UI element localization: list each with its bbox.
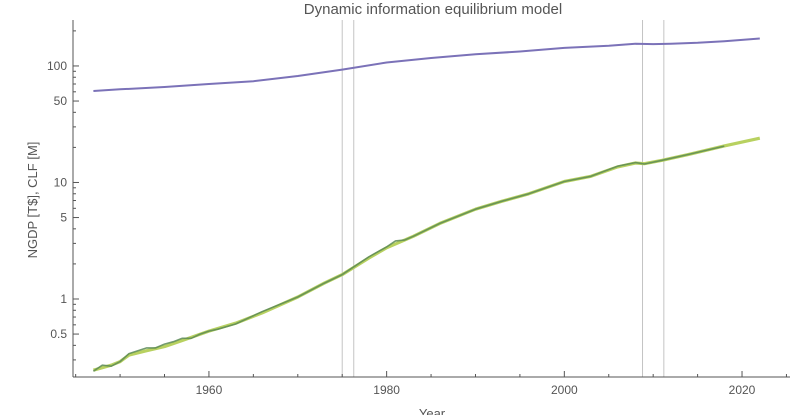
chart-title: Dynamic information equilibrium model [304,1,562,18]
y-axis-label: NGDP [T$], CLF [M] [25,142,40,259]
y-tick-label: 0.5 [50,327,67,341]
y-tick-label: 5 [60,211,67,225]
y-tick-label: 10 [54,175,68,189]
y-tick-label: 1 [60,292,67,306]
x-tick-label: 1980 [373,383,400,397]
x-tick-label: 1960 [196,383,223,397]
series-line-clf [93,37,760,92]
x-tick-label: 2020 [729,383,756,397]
y-tick-label: 100 [47,59,67,73]
x-tick-label: 2000 [551,383,578,397]
y-tick-label: 50 [54,94,68,108]
series-line-ngdp_model [92,136,761,372]
series-line-ngdp_data [92,145,725,372]
x-axis-label: Year [419,406,446,415]
